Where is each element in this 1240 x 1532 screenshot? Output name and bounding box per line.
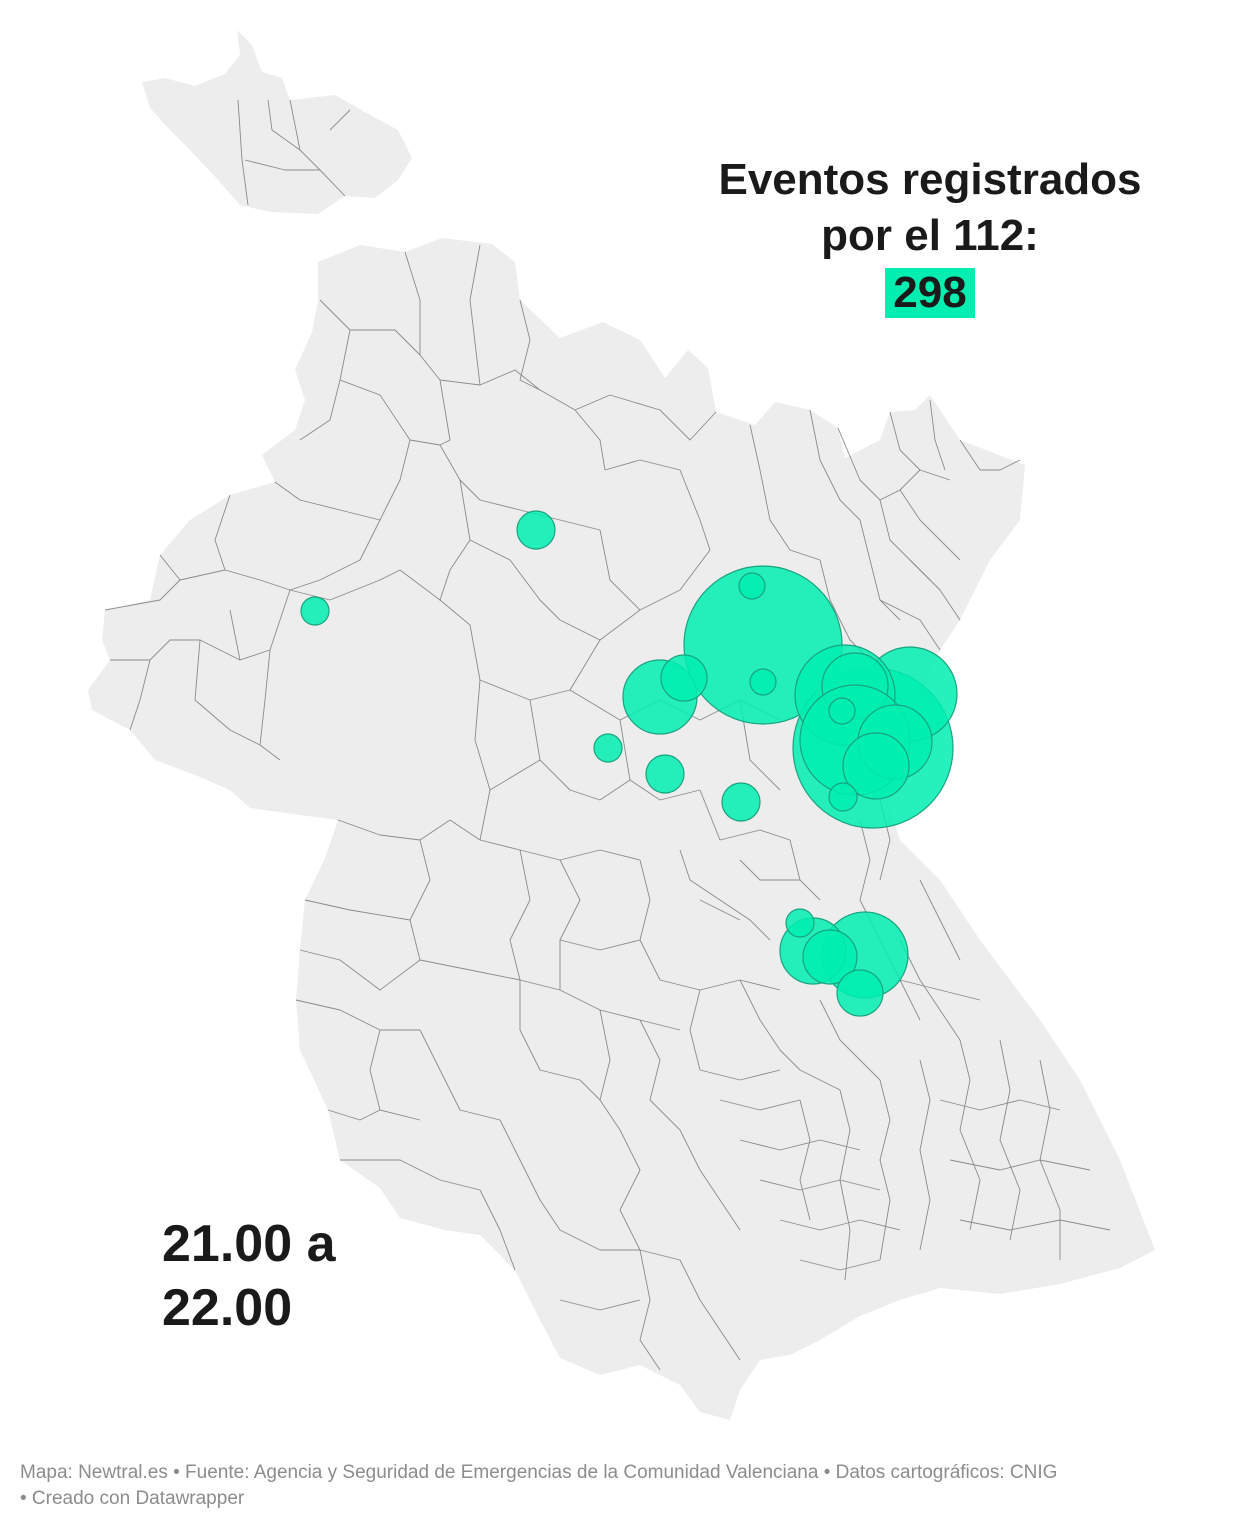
- event-bubble: [721, 782, 761, 822]
- event-bubble: [660, 654, 708, 702]
- footer-line-2: • Creado con Datawrapper: [20, 1488, 245, 1509]
- title-line-1: Eventos registrados: [718, 155, 1142, 204]
- time-range-line-2: 22.00: [162, 1279, 293, 1337]
- event-bubble: [749, 668, 777, 696]
- event-bubble: [836, 969, 884, 1017]
- map-title: Eventos registrados por el 112: 298: [690, 152, 1170, 321]
- source-footer: Mapa: Newtral.es • Fuente: Agencia y Seg…: [20, 1460, 1220, 1512]
- time-range-label: 21.00 a 22.00: [162, 1212, 422, 1340]
- event-bubble: [738, 572, 766, 600]
- event-bubble: [842, 732, 910, 800]
- event-count-badge: 298: [885, 268, 975, 318]
- event-bubble: [645, 754, 685, 794]
- footer-line-1: Mapa: Newtral.es • Fuente: Agencia y Seg…: [20, 1462, 1058, 1483]
- event-bubble: [300, 596, 330, 626]
- event-bubble: [828, 697, 856, 725]
- event-bubble: [516, 510, 556, 550]
- event-bubbles: [300, 510, 958, 1017]
- event-bubble: [802, 929, 858, 985]
- event-bubble: [785, 908, 815, 938]
- time-range-line-1: 21.00 a: [162, 1215, 336, 1273]
- title-line-2: por el 112:: [821, 211, 1039, 260]
- event-bubble: [593, 733, 623, 763]
- event-bubble: [828, 782, 858, 812]
- enclave-region: [142, 30, 412, 214]
